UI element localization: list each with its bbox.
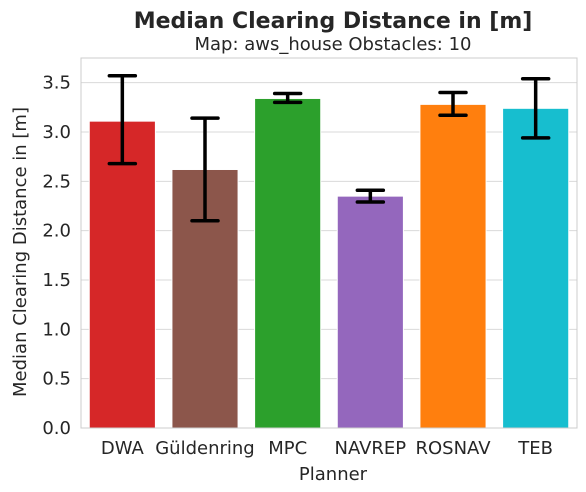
plot-frame (80, 57, 578, 429)
y-tick-labels: 0.0 0.5 1.0 1.5 2.0 2.5 3.0 3.5 (42, 73, 71, 439)
gridlines (81, 82, 577, 429)
y-tick-label: 0.5 (42, 369, 71, 390)
y-tick-label: 2.0 (42, 221, 71, 242)
y-tick-label: 3.0 (42, 122, 71, 143)
y-tick-label: 1.5 (42, 270, 71, 291)
y-tick-label: 1.0 (42, 319, 71, 340)
x-tick-label: Güldenring (155, 438, 255, 459)
bar (419, 103, 487, 429)
bar (88, 120, 156, 429)
x-tick-labels: DWA Güldenring MPC NAVREP ROSNAV TEB (101, 438, 553, 459)
chart-subtitle: Map: aws_house Obstacles: 10 (194, 34, 471, 55)
x-tick-label: NAVREP (334, 438, 406, 459)
bar (336, 195, 404, 429)
bar (502, 107, 570, 429)
bar (254, 97, 322, 429)
y-tick-label: 3.5 (42, 73, 71, 94)
x-tick-label: MPC (268, 438, 307, 459)
error-bars (107, 74, 551, 223)
y-axis-label: Median Clearing Distance in [m] (10, 107, 31, 397)
x-tick-label: DWA (101, 438, 145, 459)
chart-title: Median Clearing Distance in [m] (134, 9, 533, 34)
x-axis-label: Planner (299, 464, 368, 485)
x-tick-label: TEB (517, 438, 553, 459)
y-tick-label: 0.0 (42, 418, 71, 439)
y-tick-label: 2.5 (42, 171, 71, 192)
x-tick-label: ROSNAV (415, 438, 491, 459)
